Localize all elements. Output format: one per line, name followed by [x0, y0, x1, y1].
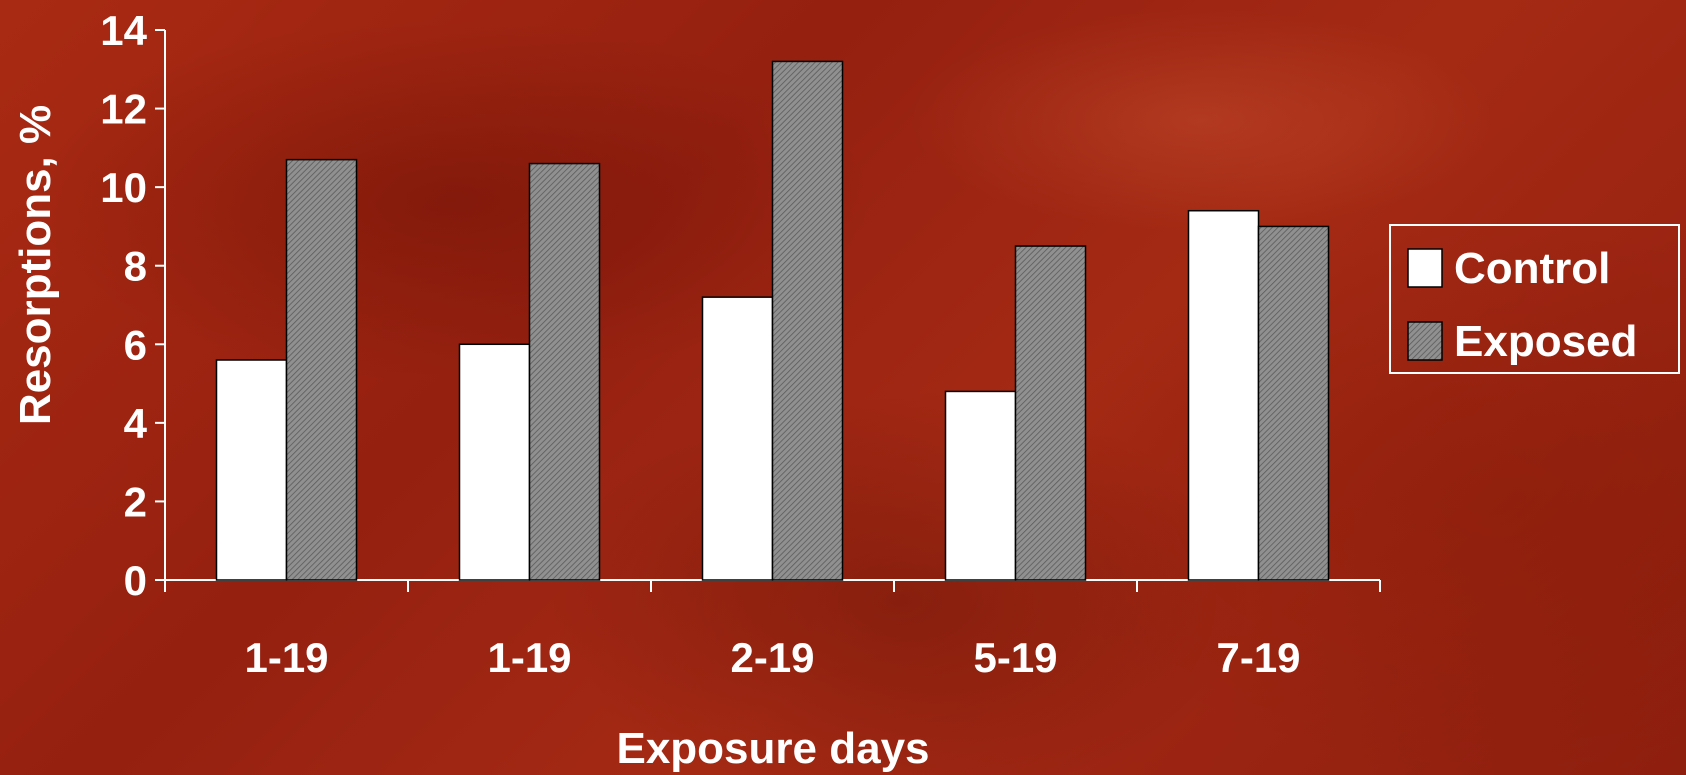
bars	[215, 60, 1330, 581]
y-tick-label: 10	[100, 164, 147, 211]
bar-exposed	[285, 158, 358, 581]
y-tick-label: 6	[124, 321, 147, 368]
legend-swatch-exposed	[1407, 321, 1443, 361]
legend-label-exposed: Exposed	[1454, 317, 1637, 366]
x-tick-label: 1-19	[244, 634, 328, 681]
bar-exposed	[528, 162, 601, 581]
legend-box	[1389, 224, 1680, 374]
bar-control	[944, 390, 1017, 581]
x-axis-label: Exposure days	[616, 724, 929, 773]
bar-control	[215, 359, 288, 581]
legend-label-control: Control	[1454, 244, 1610, 293]
bar-control	[458, 343, 531, 581]
y-tick-label: 14	[100, 7, 147, 54]
legend: Control Exposed	[1389, 224, 1680, 374]
x-ticks	[164, 580, 1381, 592]
bar-exposed	[1014, 245, 1087, 581]
y-ticks: 0 2 4 6 8 10 12 14	[100, 7, 165, 604]
y-tick-label: 2	[124, 478, 147, 525]
bar-control	[1187, 209, 1260, 581]
bar-exposed	[1257, 225, 1330, 581]
x-tick-label: 2-19	[730, 634, 814, 681]
y-tick-label: 8	[124, 243, 147, 290]
y-tick-label: 12	[100, 86, 147, 133]
x-tick-labels: 1-19 1-19 2-19 5-19 7-19	[244, 634, 1300, 681]
y-tick-label: 0	[124, 557, 147, 604]
bar-exposed	[771, 60, 844, 581]
bar-control	[701, 296, 774, 581]
x-tick-label: 1-19	[487, 634, 571, 681]
y-tick-label: 4	[124, 400, 148, 447]
legend-swatch-control	[1407, 248, 1443, 288]
x-tick-label: 7-19	[1216, 634, 1300, 681]
x-tick-label: 5-19	[973, 634, 1057, 681]
y-axis-label: Resorptions, %	[11, 105, 60, 425]
